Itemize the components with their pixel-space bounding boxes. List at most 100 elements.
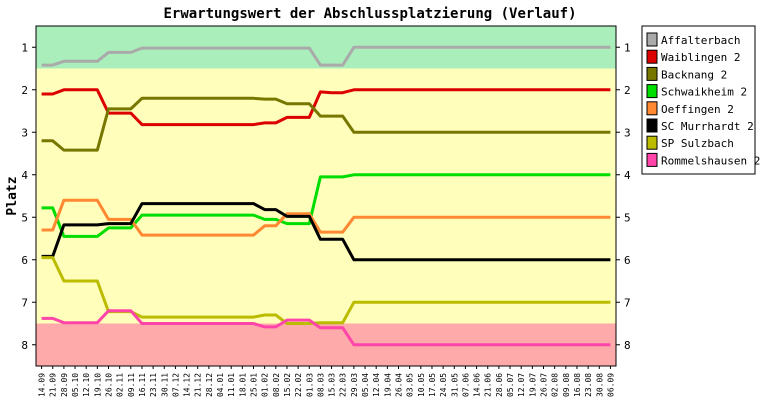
legend-box bbox=[641, 25, 756, 175]
x-tick-label: 23.08 bbox=[584, 373, 593, 397]
legend-entry: SP Sulzbach bbox=[661, 137, 734, 150]
x-tick-label: 01.03 bbox=[305, 373, 314, 397]
x-tick-label: 15.03 bbox=[328, 373, 337, 397]
x-tick-label: 18.01 bbox=[238, 373, 247, 397]
x-tick-label: 10.05 bbox=[417, 373, 426, 397]
y-tick-label-right: 7 bbox=[624, 296, 631, 309]
y-tick-label: 3 bbox=[21, 126, 28, 139]
x-tick-label: 24.05 bbox=[439, 373, 448, 397]
y-tick-label: 4 bbox=[21, 169, 28, 182]
x-tick-label: 16.11 bbox=[138, 373, 147, 397]
chart-title: Erwartungswert der Abschlussplatzierung … bbox=[163, 6, 576, 22]
zone-bands bbox=[36, 26, 616, 366]
legend-entry: Oeffingen 2 bbox=[661, 103, 734, 116]
x-tick-label: 01.02 bbox=[261, 373, 270, 397]
x-tick-label: 04.01 bbox=[216, 373, 225, 397]
series-line-6 bbox=[41, 202, 611, 262]
y-tick-label: 6 bbox=[21, 254, 28, 267]
x-tick-label: 19.04 bbox=[383, 373, 392, 397]
y-tick-label: 7 bbox=[21, 296, 28, 309]
x-tick-label: 05.10 bbox=[71, 373, 80, 397]
x-tick-label: 11.01 bbox=[227, 373, 236, 397]
x-tick-label: 19.07 bbox=[528, 373, 537, 397]
x-tick-label: 05.04 bbox=[361, 373, 370, 397]
series-line-1 bbox=[41, 45, 611, 67]
legend-swatch bbox=[646, 49, 658, 64]
legend-swatch bbox=[646, 84, 658, 99]
x-tick-label: 28.12 bbox=[205, 373, 214, 397]
y-tick-label: 8 bbox=[21, 339, 28, 352]
x-tick-label: 09.11 bbox=[127, 373, 136, 397]
legend-swatch bbox=[646, 152, 658, 167]
x-tick-label: 30.08 bbox=[595, 373, 604, 397]
x-tick-label: 19.10 bbox=[93, 373, 102, 397]
x-tick-label: 02.11 bbox=[116, 373, 125, 397]
x-axis: 14.09 21.09 28.09 05.10 12.10 19.10 26.10 02.11… bbox=[38, 366, 615, 397]
x-tick-label: 25.01 bbox=[250, 373, 259, 397]
x-tick-label: 26.04 bbox=[395, 373, 404, 397]
x-tick-label: 26.07 bbox=[540, 373, 549, 397]
y-tick-label: 5 bbox=[21, 211, 28, 224]
y-tick-label: 2 bbox=[21, 84, 28, 97]
legend-swatch bbox=[646, 66, 658, 81]
x-tick-label: 29.03 bbox=[350, 373, 359, 397]
x-tick-label: 15.02 bbox=[283, 373, 292, 397]
y-tick-label-right: 5 bbox=[624, 211, 631, 224]
x-tick-label: 30.11 bbox=[160, 373, 169, 397]
midfield-zone bbox=[36, 68, 616, 324]
x-tick-label: 22.02 bbox=[294, 373, 303, 397]
legend-swatch bbox=[646, 101, 658, 116]
series-lines bbox=[41, 45, 611, 347]
x-tick-label: 12.10 bbox=[82, 373, 91, 397]
x-tick-label: 17.05 bbox=[428, 373, 437, 397]
legend-entry: Affalterbach bbox=[661, 34, 740, 47]
x-tick-label: 08.02 bbox=[272, 373, 281, 397]
x-tick-label: 21.06 bbox=[484, 373, 493, 397]
x-tick-label: 31.05 bbox=[450, 373, 459, 397]
x-tick-label: 28.09 bbox=[60, 373, 69, 397]
x-tick-label: 06.09 bbox=[606, 373, 615, 397]
x-tick-label: 14.06 bbox=[473, 373, 482, 397]
x-tick-label: 02.08 bbox=[551, 373, 560, 397]
x-tick-label: 09.08 bbox=[562, 373, 571, 397]
x-tick-label: 12.04 bbox=[372, 373, 381, 397]
x-tick-label: 26.10 bbox=[105, 373, 114, 397]
x-tick-label: 12.07 bbox=[517, 373, 526, 397]
legend-entry: Rommelshausen 2 bbox=[661, 154, 760, 167]
x-tick-label: 08.03 bbox=[316, 373, 325, 397]
legend-swatch bbox=[646, 135, 658, 150]
y-axis-label: Platz bbox=[5, 176, 20, 215]
left-y-axis: 1 2 3 4 5 6 7 8 bbox=[21, 41, 36, 352]
x-tick-label: 23.11 bbox=[149, 373, 158, 397]
legend-entry: Waiblingen 2 bbox=[661, 51, 740, 64]
plot-frame bbox=[35, 25, 617, 367]
legend-entry: SC Murrhardt 2 bbox=[661, 120, 754, 133]
series-line-3 bbox=[41, 96, 611, 152]
series-line-8 bbox=[41, 309, 611, 347]
series-line-2 bbox=[41, 88, 611, 127]
legend-entry: Schwaikheim 2 bbox=[661, 86, 747, 99]
x-tick-label: 05.07 bbox=[506, 373, 515, 397]
y-tick-label-right: 8 bbox=[624, 339, 631, 352]
legend-swatch bbox=[646, 118, 658, 133]
x-tick-label: 21.12 bbox=[194, 373, 203, 397]
legend: Affalterbach Waiblingen 2 Backnang 2 Schwai… bbox=[641, 25, 760, 175]
x-tick-label: 28.06 bbox=[495, 373, 504, 397]
legend-entry: Backnang 2 bbox=[661, 68, 727, 81]
series-line-7 bbox=[41, 256, 611, 325]
x-tick-label: 07.12 bbox=[171, 373, 180, 397]
right-y-axis: 1 2 3 4 5 6 7 8 bbox=[616, 41, 631, 352]
y-tick-label: 1 bbox=[21, 41, 28, 54]
y-tick-label-right: 3 bbox=[624, 126, 631, 139]
y-tick-label-right: 6 bbox=[624, 254, 631, 267]
x-tick-label: 21.09 bbox=[49, 373, 58, 397]
y-tick-label-right: 1 bbox=[624, 41, 631, 54]
x-tick-label: 22.03 bbox=[339, 373, 348, 397]
x-tick-label: 16.08 bbox=[573, 373, 582, 397]
x-tick-label: 14.12 bbox=[183, 373, 192, 397]
x-tick-label: 03.05 bbox=[406, 373, 415, 397]
x-tick-label: 14.09 bbox=[38, 373, 47, 397]
y-tick-label-right: 4 bbox=[624, 169, 631, 182]
